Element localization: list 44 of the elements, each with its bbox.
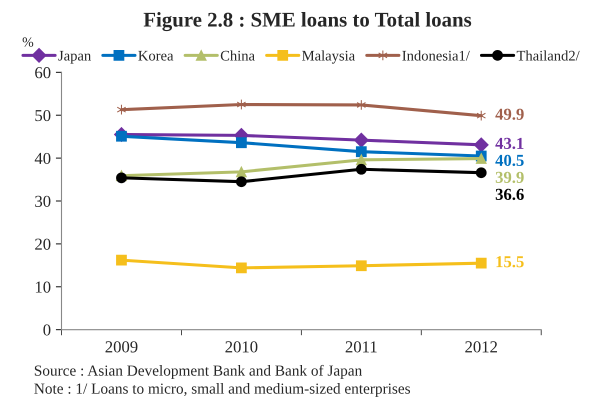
data-label: 40.5 <box>495 154 524 166</box>
point <box>356 260 367 272</box>
data-label: 49.9 <box>495 108 524 120</box>
data-label: 36.6 <box>496 188 524 200</box>
y-tick-label: 0 <box>43 324 50 336</box>
point <box>236 166 247 178</box>
point <box>476 153 487 164</box>
y-tick-label: 30 <box>35 196 50 207</box>
y-tick-label: 50 <box>35 110 50 122</box>
y-axis-title: % <box>22 37 34 47</box>
point <box>356 154 367 166</box>
legend-label: Indonesia1/ <box>402 50 470 61</box>
x-tick-label: 2010 <box>225 341 258 352</box>
point <box>476 110 486 122</box>
source-note: Source : Asian Development Bank and Bank of Japan <box>34 364 362 379</box>
legend-label: Japan <box>58 50 91 64</box>
data-label: 43.1 <box>495 138 524 150</box>
point <box>236 262 247 274</box>
point <box>474 137 489 152</box>
y-tick-label: 10 <box>36 281 50 293</box>
x-tick-label: 2012 <box>465 341 497 352</box>
y-tick-label: 60 <box>35 67 50 78</box>
text: Note : 1/ Loans to micro, small and medium-sized enterprises <box>34 383 410 397</box>
y-tick-label: 20 <box>35 238 50 250</box>
data-label: 39.9 <box>496 172 524 184</box>
point <box>116 254 127 266</box>
point <box>356 164 367 175</box>
point <box>356 100 366 110</box>
point <box>236 176 247 188</box>
legend-label: Malaysia <box>302 50 355 64</box>
point <box>236 137 247 148</box>
point <box>354 132 369 148</box>
chart-title: Figure 2.8 : SME loans to Total loans <box>144 12 472 32</box>
x-tick-label: 2011 <box>346 341 377 352</box>
legend-label: China <box>220 50 255 61</box>
point <box>356 146 367 158</box>
data-label: 15.5 <box>496 256 524 268</box>
point <box>476 167 487 178</box>
point <box>476 258 487 269</box>
x-tick-label: 2009 <box>106 341 138 352</box>
legend-label: Korea <box>138 50 174 61</box>
point <box>116 172 127 184</box>
y-tick-label: 40 <box>34 152 50 164</box>
legend-label: Thailand2/ <box>516 50 580 61</box>
